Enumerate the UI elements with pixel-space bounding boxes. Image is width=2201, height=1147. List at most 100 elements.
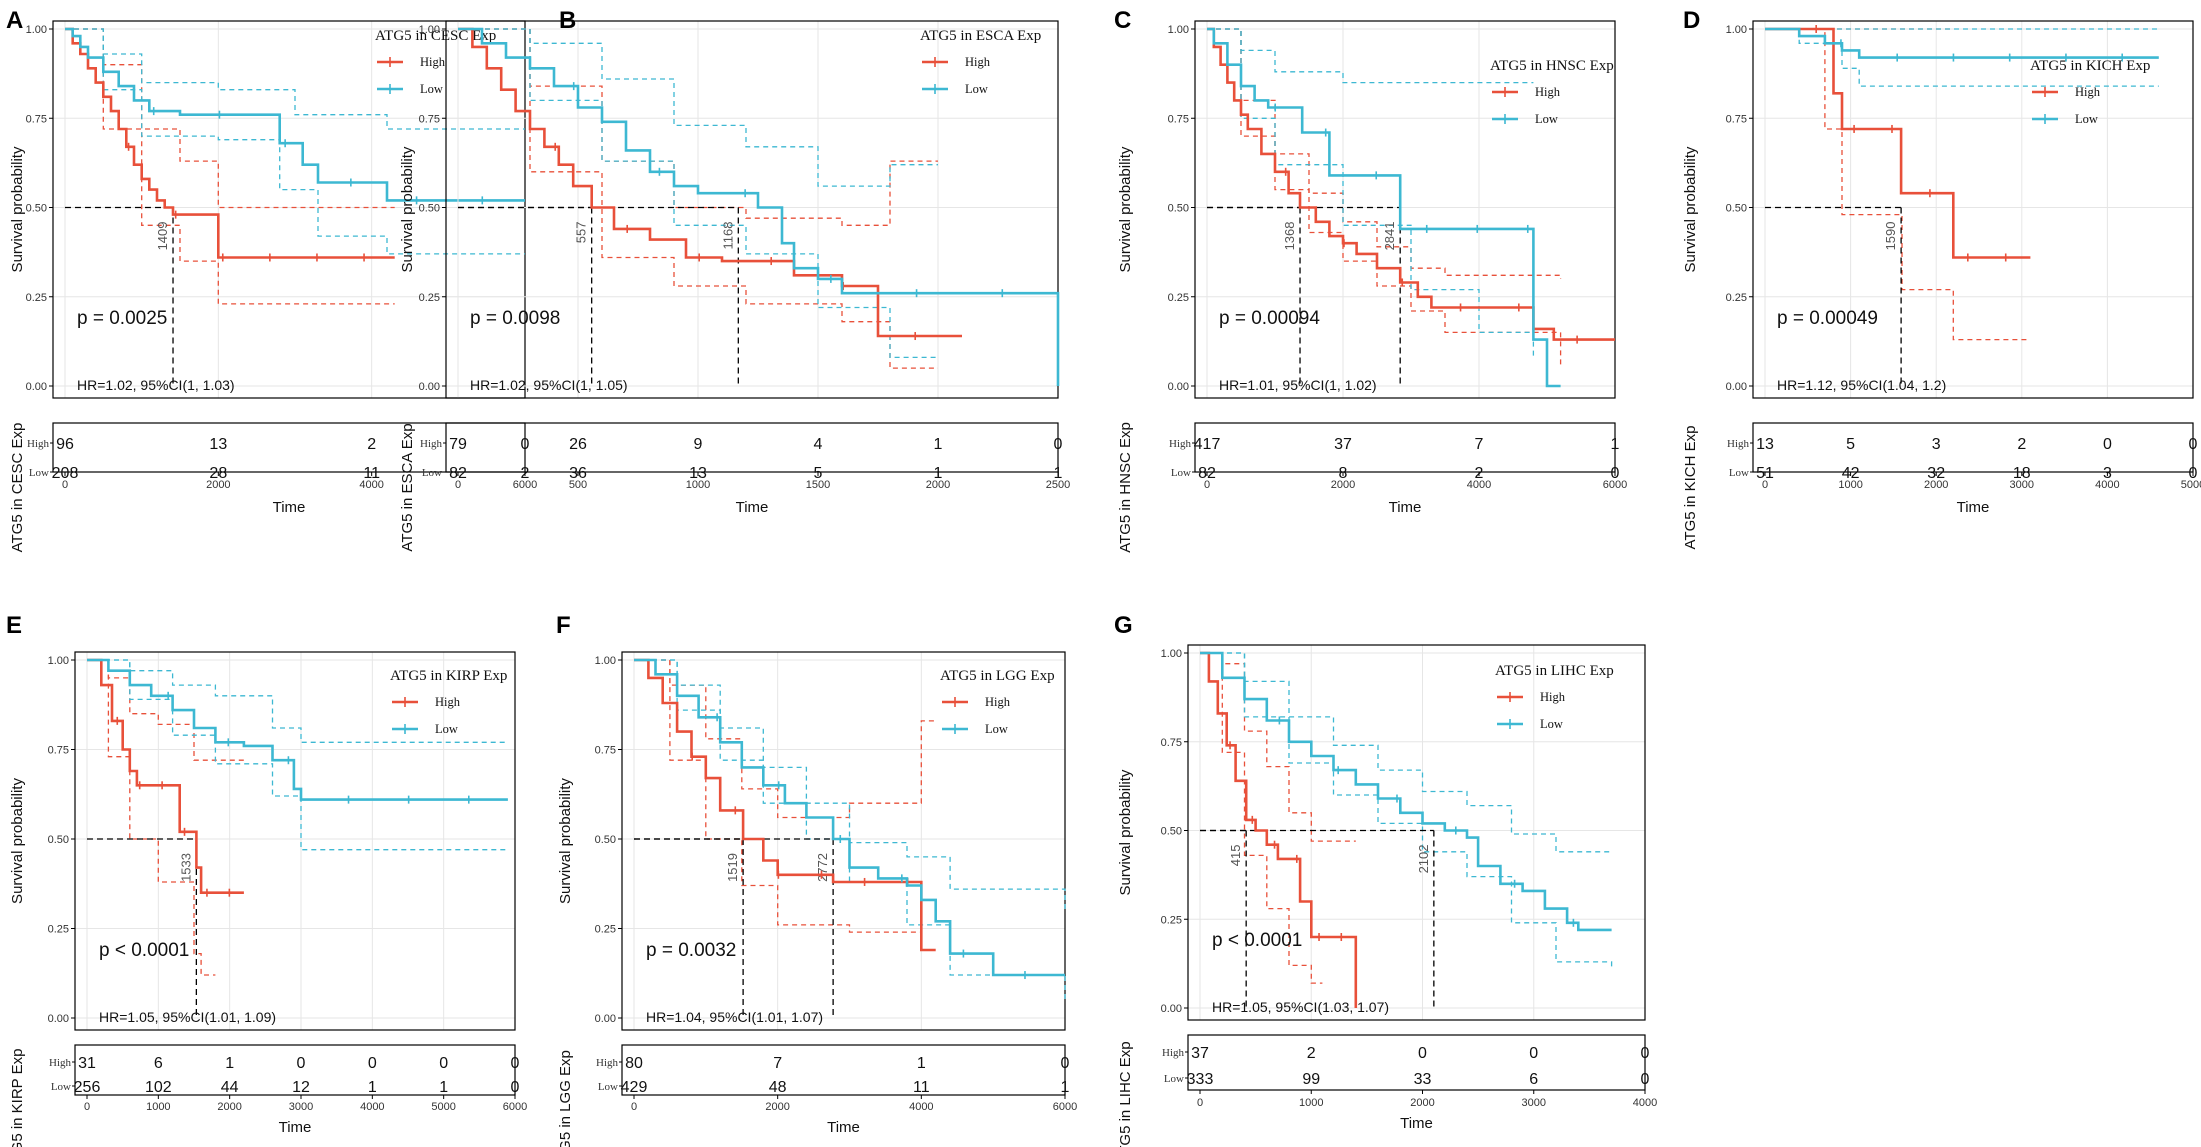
risk-count: 0: [521, 436, 530, 453]
x-axis-title: Time: [1957, 499, 1990, 516]
x-tick-label: 1000: [146, 1101, 170, 1113]
risk-count: 12: [292, 1079, 310, 1096]
plot-frame: [445, 20, 1059, 399]
risk-count: 48: [769, 1079, 787, 1096]
risk-count: 1: [439, 1079, 448, 1096]
legend-label-high: High: [985, 695, 1011, 709]
legend-title: ATG5 in CESC Exp: [375, 28, 496, 44]
x-tick-label: 3000: [1522, 1097, 1546, 1109]
legend-title: ATG5 in KICH Exp: [2030, 58, 2150, 74]
median-label: 2772: [815, 853, 830, 882]
risk-row-label: High: [1169, 438, 1192, 450]
risk-row-label: Low: [598, 1081, 618, 1093]
y-axis-title: Survival probability: [1682, 146, 1699, 272]
y-tick-label: 0.00: [1161, 1003, 1182, 1015]
risk-table-title: ATG5 in LIHC Exp: [1117, 1041, 1134, 1147]
plot-frame: [1752, 20, 2194, 399]
y-tick-label: 0.75: [26, 113, 47, 125]
median-label: 2102: [1416, 845, 1431, 874]
risk-count: 13: [209, 436, 227, 453]
x-axis-title: Time: [1389, 499, 1422, 516]
x-tick-label: 4000: [1633, 1097, 1657, 1109]
y-tick-label: 0.25: [1161, 914, 1182, 926]
x-tick-label: 3000: [289, 1101, 313, 1113]
x-axis-title: Time: [273, 499, 306, 516]
risk-row-label: Low: [1171, 467, 1191, 479]
x-tick-label: 0: [62, 479, 68, 491]
plot-frame: [621, 651, 1066, 1031]
x-tick-label: 2000: [1924, 479, 1948, 491]
risk-table-frame: [445, 422, 1059, 473]
km-panel-d: D 0.00 0.25 0.50 0.75 1.00 Survival probabilit…: [1682, 7, 2201, 549]
ci-upper-high: [1200, 652, 1356, 842]
km-curve-high: [634, 658, 936, 952]
risk-row-label: High: [1727, 438, 1750, 450]
gridlines: [53, 21, 526, 398]
plot-frame: [52, 20, 526, 399]
median-label: 1519: [725, 853, 740, 882]
legend-title: ATG5 in LIHC Exp: [1495, 663, 1614, 679]
risk-count: 79: [449, 436, 467, 453]
y-tick-label: 0.75: [595, 745, 616, 757]
x-tick-label: 1000: [686, 479, 710, 491]
risk-count: 80: [625, 1055, 643, 1072]
risk-count: 1: [225, 1055, 234, 1072]
km-panel-c: C 0.00 0.25 0.50 0.75 1.00 Survival probabilit…: [1114, 7, 1627, 553]
risk-row-label: Low: [422, 467, 442, 479]
p-value: p < 0.0001: [99, 940, 189, 961]
risk-count: 6: [154, 1055, 163, 1072]
risk-table-frame: [52, 422, 526, 473]
x-tick-label: 5000: [431, 1101, 455, 1113]
panel-letter: C: [1114, 7, 1131, 34]
y-tick-label: 0.75: [419, 113, 440, 125]
y-tick-label: 0.75: [48, 745, 69, 757]
p-value: p = 0.00049: [1777, 308, 1878, 329]
legend-label-high: High: [965, 55, 991, 69]
y-tick-label: 0.25: [1726, 292, 1747, 304]
legend-title: ATG5 in ESCA Exp: [920, 28, 1041, 44]
x-tick-label: 1000: [1838, 479, 1862, 491]
km-curve-low: [1765, 27, 2159, 59]
risk-table-frame: [1194, 422, 1616, 473]
y-axis-title: Survival probability: [1117, 146, 1134, 272]
y-axis-title: Survival probability: [9, 146, 26, 272]
legend-label-high: High: [2075, 85, 2101, 99]
ci-lower-high: [634, 659, 922, 933]
risk-count: 99: [1302, 1071, 1320, 1088]
risk-count: 0: [439, 1055, 448, 1072]
panel-letter: F: [556, 612, 571, 639]
legend-label-low: Low: [420, 82, 443, 96]
risk-table-title: ATG5 in HNSC Exp: [1117, 422, 1134, 553]
y-tick-label: 1.00: [419, 24, 440, 36]
y-tick-label: 0.00: [419, 381, 440, 393]
risk-table-title: ATG5 in CESC Exp: [9, 423, 26, 553]
ci-upper-high: [1207, 28, 1562, 279]
km-panel-e: E 0.00 0.25 0.50 0.75 1.00 Survival probabilit…: [6, 612, 527, 1147]
risk-count: 4: [814, 436, 823, 453]
x-axis-title: Time: [279, 1119, 312, 1136]
median-label: 415: [1228, 845, 1243, 867]
gridlines: [1753, 21, 2194, 398]
y-tick-label: 1.00: [595, 655, 616, 667]
y-tick-label: 0.50: [1161, 826, 1182, 838]
x-tick-label: 4000: [909, 1101, 933, 1113]
plot-frame: [74, 651, 516, 1031]
y-tick-label: 0.25: [595, 924, 616, 936]
risk-count: 333: [1187, 1071, 1214, 1088]
p-value: p = 0.00094: [1219, 308, 1320, 329]
risk-row-label: High: [420, 438, 443, 450]
ci-lower-high: [65, 28, 395, 305]
risk-count: 31: [78, 1055, 96, 1072]
median-label: 2841: [1382, 222, 1397, 251]
km-curve-low: [1200, 651, 1612, 932]
x-tick-label: 6000: [513, 479, 537, 491]
p-value: p = 0.0032: [646, 940, 736, 961]
legend-title: ATG5 in LGG Exp: [940, 668, 1055, 684]
legend-label-low: Low: [2075, 112, 2098, 126]
risk-count: 0: [1641, 1045, 1650, 1062]
y-tick-label: 0.00: [1168, 381, 1189, 393]
risk-row-label: High: [596, 1057, 619, 1069]
risk-count: 0: [1529, 1045, 1538, 1062]
x-tick-label: 0: [1197, 1097, 1203, 1109]
legend-label-low: Low: [1535, 112, 1558, 126]
